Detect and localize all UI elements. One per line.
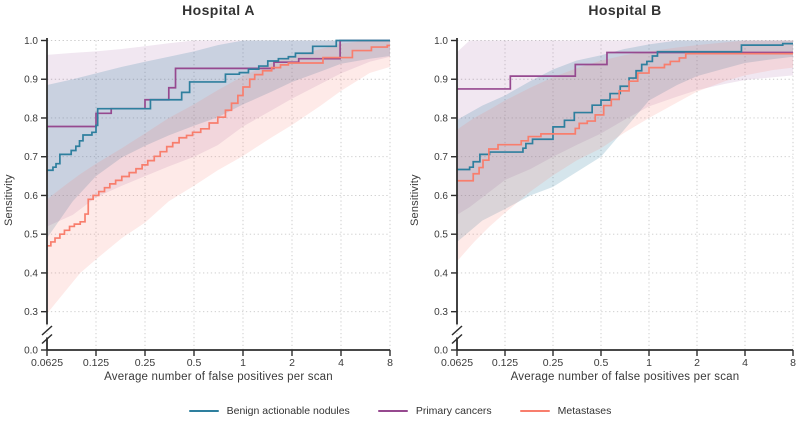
legend-item-primary-cancers: Primary cancers (377, 405, 492, 417)
legend-line-swatch-benign (188, 409, 219, 413)
legend-item-benign-actionable-nodules: Benign actionable nodules (188, 405, 350, 417)
ci-band-primary-cancers (457, 40, 793, 215)
x-tick-label: 2 (694, 357, 700, 369)
y-axis-break-mark (41, 333, 53, 345)
curve-benign-actionable-nodules (47, 39, 390, 172)
legend-item-metastases: Metastases (519, 405, 612, 417)
hospital-b-plot-canvas: 1.0 0.9 0.8 0.7 0.6 0.5 0.4 0.3 0.00.0625 0.125 0.… (434, 36, 796, 369)
x-tick-label: 8 (790, 357, 796, 369)
legend-line-swatch-primary (377, 409, 408, 413)
y-tick-label: 0.8 (24, 113, 38, 124)
curve-metastases (457, 52, 793, 182)
curves (47, 39, 390, 247)
y-tick-label: 0.4 (24, 268, 38, 279)
x-tick-label: 0.0625 (441, 357, 473, 369)
panel-title-hospital-b: Hospital B (588, 2, 662, 18)
y-tick-label: 0.5 (434, 230, 448, 241)
curve-primary-cancers (47, 39, 390, 128)
y-tick-label: 0.9 (24, 75, 38, 86)
x-tick-label: 1 (240, 357, 246, 369)
x-tick-label: 4 (742, 357, 748, 369)
confidence-bands (47, 40, 390, 314)
y-tick-label: 1.0 (434, 36, 448, 47)
curves (457, 42, 793, 182)
y-tick-label: 0.3 (434, 307, 448, 318)
tick-labels: 1.0 0.9 0.8 0.7 0.6 0.5 0.4 0.3 0.00.0625 0.125 0.… (24, 36, 393, 369)
x-tick-label: 8 (387, 357, 393, 369)
ci-band-primary-cancers (47, 40, 390, 227)
confidence-bands (457, 40, 793, 262)
ci-band-benign-actionable-nodules (457, 40, 793, 242)
y-axis-break-mark (451, 333, 463, 345)
hospital-a-panel: Hospital A Sensitivity 1.0 0.9 0.8 0.7 0.6 0.… (0, 0, 400, 400)
tick-labels: 1.0 0.9 0.8 0.7 0.6 0.5 0.4 0.3 0.00.0625 0.125 0.… (434, 36, 796, 369)
legend-line-swatch-metastases (519, 409, 550, 413)
y-axis-break-mark (451, 325, 463, 336)
curve-metastases (47, 44, 390, 247)
x-tick-label: 1 (646, 357, 652, 369)
y-tick-label: 0.7 (24, 152, 38, 163)
y-tick-label: 1.0 (24, 36, 38, 47)
y-tick-label: 0.6 (24, 191, 38, 202)
y-tick-label: 0.3 (24, 307, 38, 318)
legend: Benign actionable nodules Primary cancer… (0, 405, 800, 417)
axes (451, 38, 793, 351)
x-tick-label: 0.0625 (31, 357, 63, 369)
legend-label-metastases: Metastases (557, 405, 612, 417)
x-tick-label: 0.25 (135, 357, 156, 369)
x-tick-label: 0.25 (543, 357, 564, 369)
ci-band-metastases (47, 40, 390, 314)
hospital-a-plot-canvas: 1.0 0.9 0.8 0.7 0.6 0.5 0.4 0.3 0.00.0625 0.125 0.… (24, 36, 393, 369)
x-axis-label-hospital-b: Average number of false positives per sc… (510, 371, 740, 383)
legend-label-benign: Benign actionable nodules (226, 405, 350, 417)
x-tick-label: 0.5 (594, 357, 609, 369)
y-tick-label: 0.4 (434, 268, 448, 279)
legend-label-primary: Primary cancers (415, 405, 492, 417)
x-tick-label: 0.125 (492, 357, 518, 369)
y-tick-label: 0.9 (434, 75, 448, 86)
axes (41, 38, 390, 351)
y-axis-break-mark (41, 325, 53, 336)
x-tick-label: 0.125 (83, 357, 109, 369)
x-tick-label: 4 (338, 357, 344, 369)
y-tick-label: 0.5 (24, 230, 38, 241)
y-tick-label: 0.0 (434, 346, 448, 357)
panel-title-hospital-a: Hospital A (182, 2, 255, 18)
curve-primary-cancers (457, 51, 793, 90)
ci-band-metastases (457, 40, 793, 262)
x-tick-label: 2 (289, 357, 295, 369)
x-tick-label: 0.5 (187, 357, 202, 369)
ticks (41, 39, 391, 356)
y-tick-label: 0.6 (434, 191, 448, 202)
x-axis-label-hospital-a: Average number of false positives per sc… (104, 371, 333, 383)
hospital-b-panel: Hospital B Sensitivity 1.0 0.9 0.8 0.7 0.6 0.… (400, 0, 800, 400)
y-tick-label: 0.0 (24, 346, 38, 357)
y-tick-label: 0.8 (434, 113, 448, 124)
ticks (451, 39, 794, 356)
ci-band-benign-actionable-nodules (47, 40, 390, 239)
y-tick-label: 0.7 (434, 152, 448, 163)
